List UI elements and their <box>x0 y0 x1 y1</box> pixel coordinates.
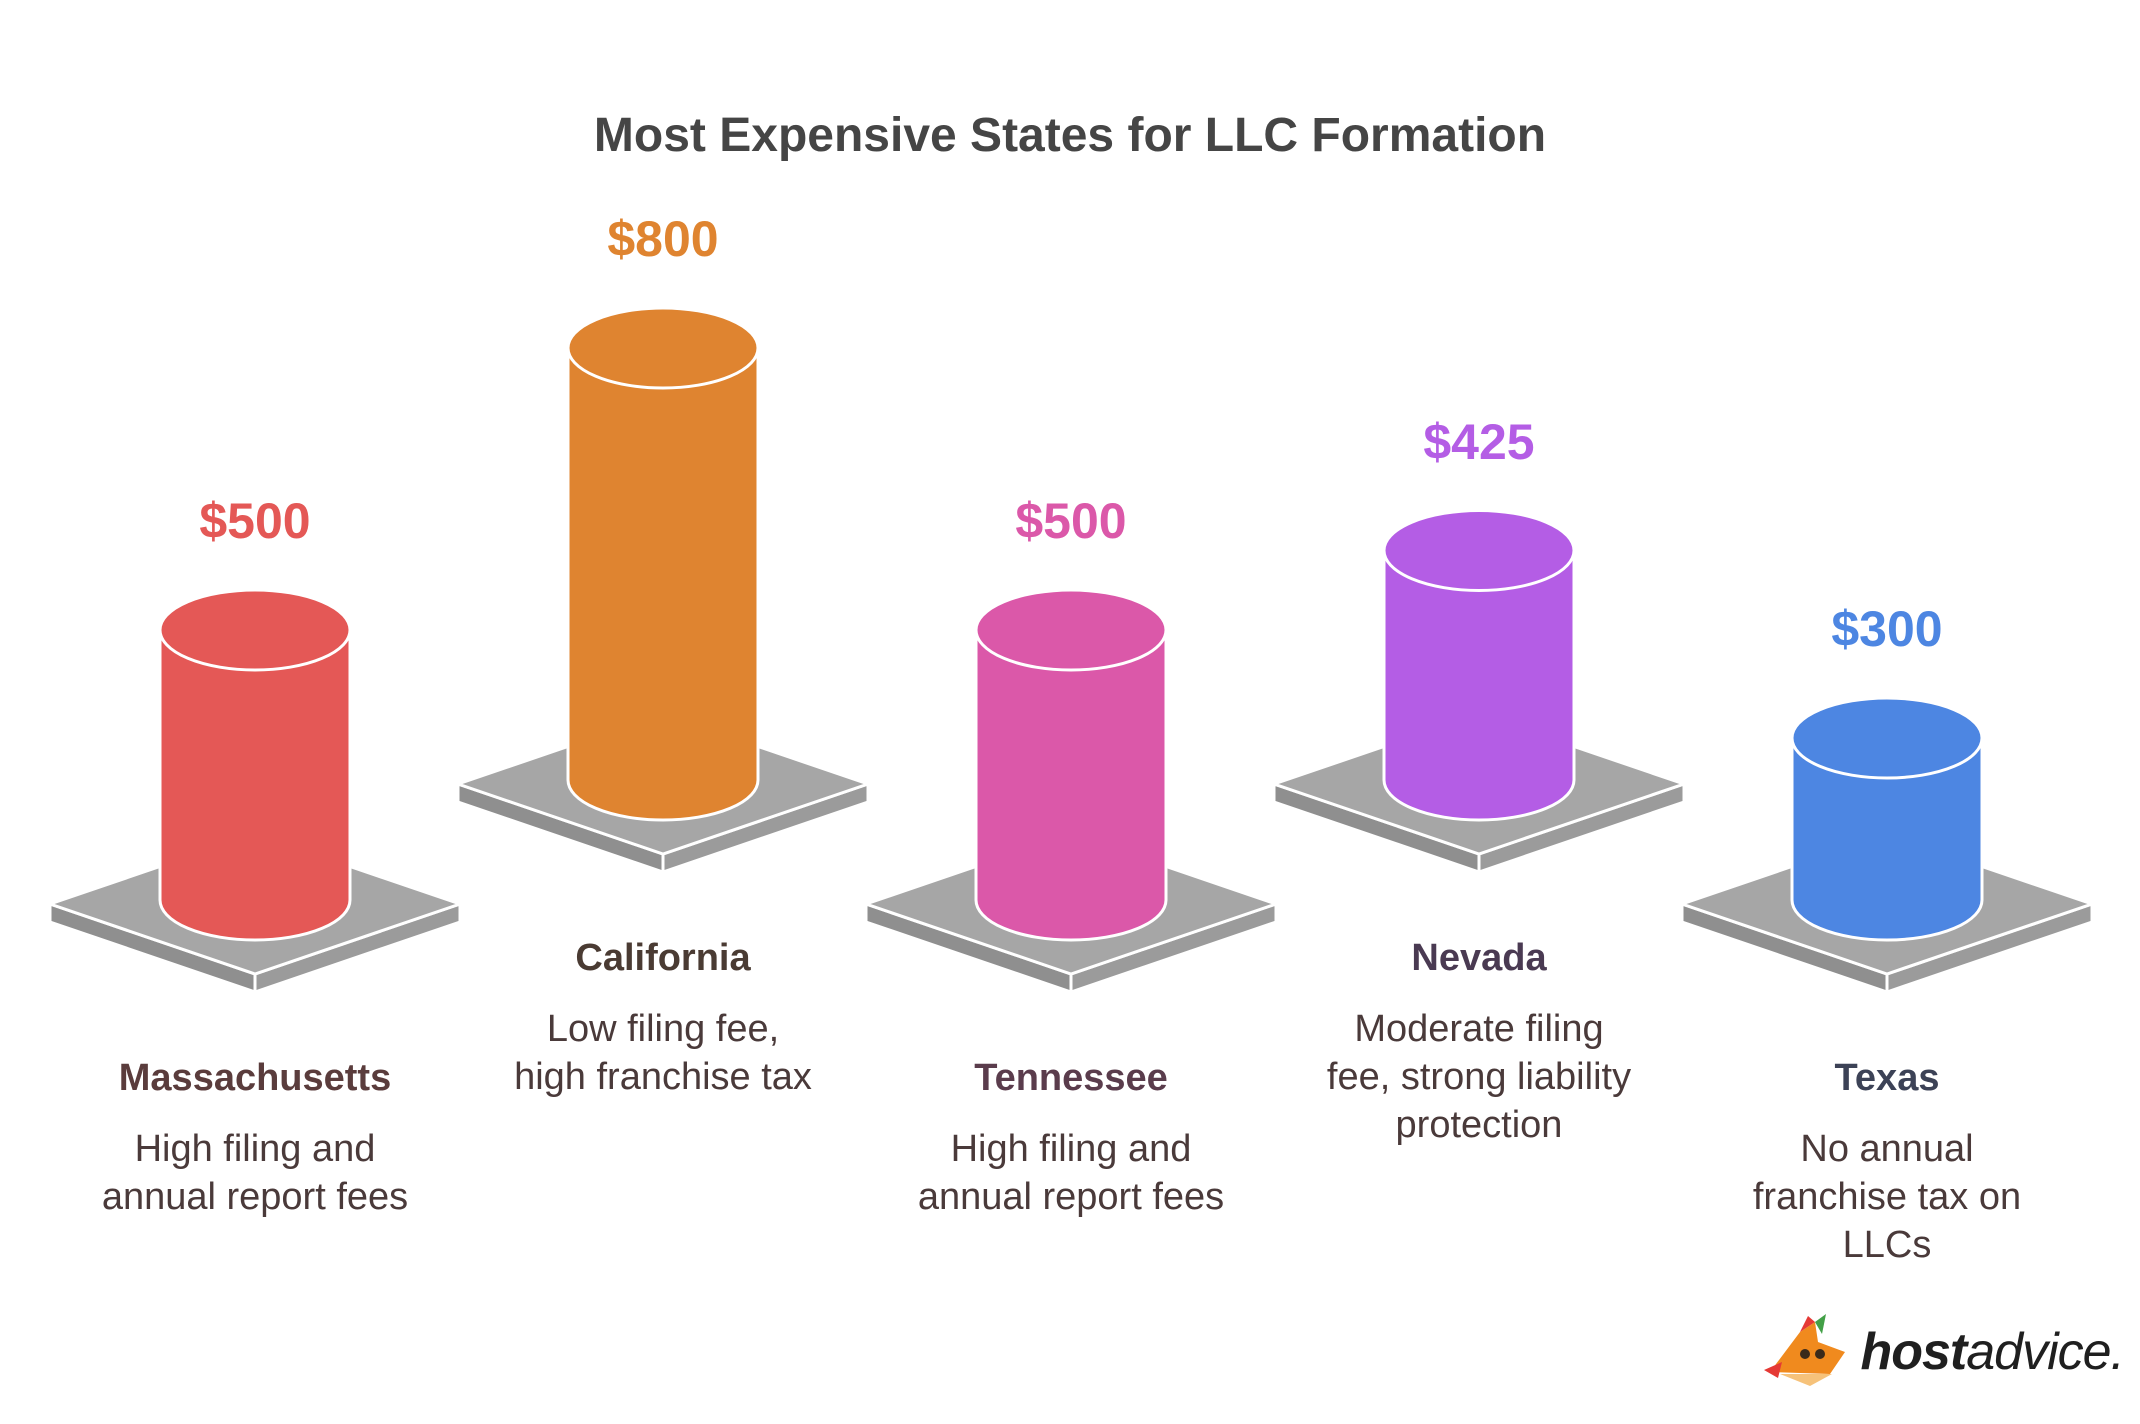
bar-cylinder <box>566 346 760 822</box>
bar-tennessee <box>861 588 1281 995</box>
category-label: California <box>575 937 751 979</box>
bar-texas <box>1677 696 2097 995</box>
category-label: Tennessee <box>974 1057 1168 1099</box>
bar-cap <box>566 306 760 390</box>
value-label: $500 <box>199 493 311 549</box>
hostadvice-logo: hostadvice. <box>1760 1312 2125 1392</box>
category-description: High filing and annual report fees <box>917 1128 1225 1218</box>
bar-cap <box>1382 509 1576 592</box>
bar-nevada <box>1269 509 1689 875</box>
bar-cylinder <box>1382 549 1576 822</box>
bar-cylinder <box>158 628 352 942</box>
fox-mascot-icon <box>1764 1314 1846 1386</box>
value-label: $425 <box>1423 413 1535 470</box>
bar-cylinder <box>1790 736 1984 942</box>
category-label: Texas <box>1834 1057 1940 1099</box>
bar-cylinder <box>974 628 1168 942</box>
value-label: $500 <box>1015 493 1127 549</box>
category-description: No annual franchise tax on LLCs <box>1752 1128 2022 1266</box>
category-description: High filing and annual report fees <box>101 1128 409 1218</box>
chart-title: Most Expensive States for LLC Formation <box>593 109 1547 162</box>
bar-california <box>453 306 873 875</box>
brand-wordmark: hostadvice. <box>1860 1323 2125 1381</box>
value-label: $800 <box>607 211 719 267</box>
category-description: Moderate filing fee, strong liability pr… <box>1326 1008 1632 1146</box>
bar-massachusetts <box>45 588 465 995</box>
bar-cap <box>158 588 352 672</box>
bar-cap <box>1790 696 1984 780</box>
category-description: Low filing fee, high franchise tax <box>514 1008 812 1098</box>
value-label: $300 <box>1831 601 1943 657</box>
bar-cap <box>974 588 1168 672</box>
category-label: Nevada <box>1411 937 1547 979</box>
category-label: Massachusetts <box>118 1057 392 1099</box>
